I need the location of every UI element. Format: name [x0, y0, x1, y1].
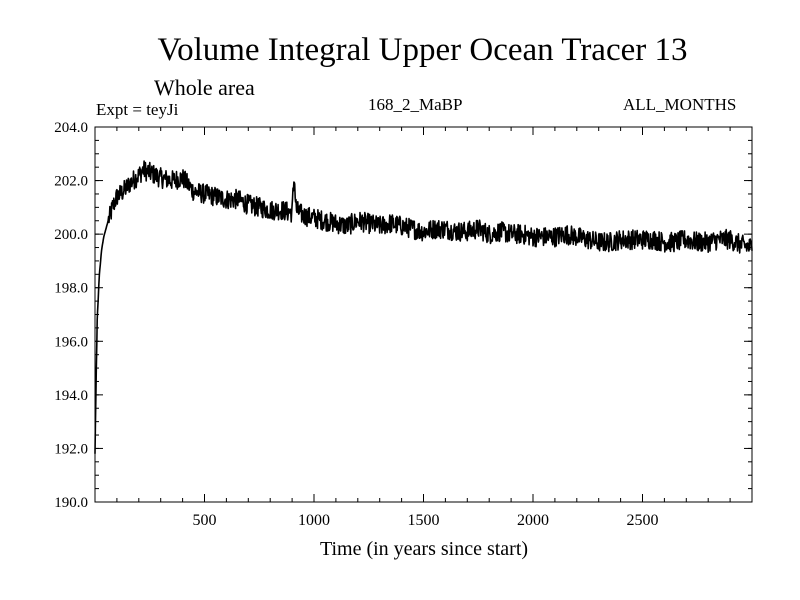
- y-tick-label: 194.0: [54, 388, 88, 404]
- chart-subtitle: Whole area: [154, 75, 255, 100]
- y-tick-labels: 190.0 192.0 194.0 196.0 198.0 200.0 202.0 204.0: [54, 120, 88, 511]
- y-tick-label: 190.0: [54, 495, 88, 511]
- x-tick-label: 1000: [298, 512, 330, 529]
- x-tick-label: 2500: [627, 512, 659, 529]
- y-tick-label: 196.0: [54, 334, 88, 350]
- major-ticks: [95, 126, 752, 503]
- months-label: ALL_MONTHS: [623, 95, 737, 114]
- y-tick-label: 192.0: [54, 441, 88, 457]
- x-tick-label: 500: [193, 512, 217, 529]
- minor-ticks: [95, 127, 752, 502]
- run-label: 168_2_MaBP: [368, 95, 463, 114]
- plot-frame: [94, 126, 753, 503]
- x-tick-labels: 500 1000 1500 2000 2500: [193, 512, 659, 529]
- experiment-label: Expt = teyJi: [96, 100, 179, 119]
- x-tick-label: 2000: [517, 512, 549, 529]
- y-tick-label: 202.0: [54, 174, 88, 190]
- y-tick-label: 200.0: [54, 227, 88, 243]
- chart-title: Volume Integral Upper Ocean Tracer 13: [157, 32, 688, 68]
- x-axis-label: Time (in years since start): [320, 538, 528, 560]
- y-tick-label: 198.0: [54, 281, 88, 297]
- series-line: [94, 160, 753, 454]
- y-tick-label: 204.0: [54, 120, 88, 136]
- x-tick-label: 1500: [408, 512, 440, 529]
